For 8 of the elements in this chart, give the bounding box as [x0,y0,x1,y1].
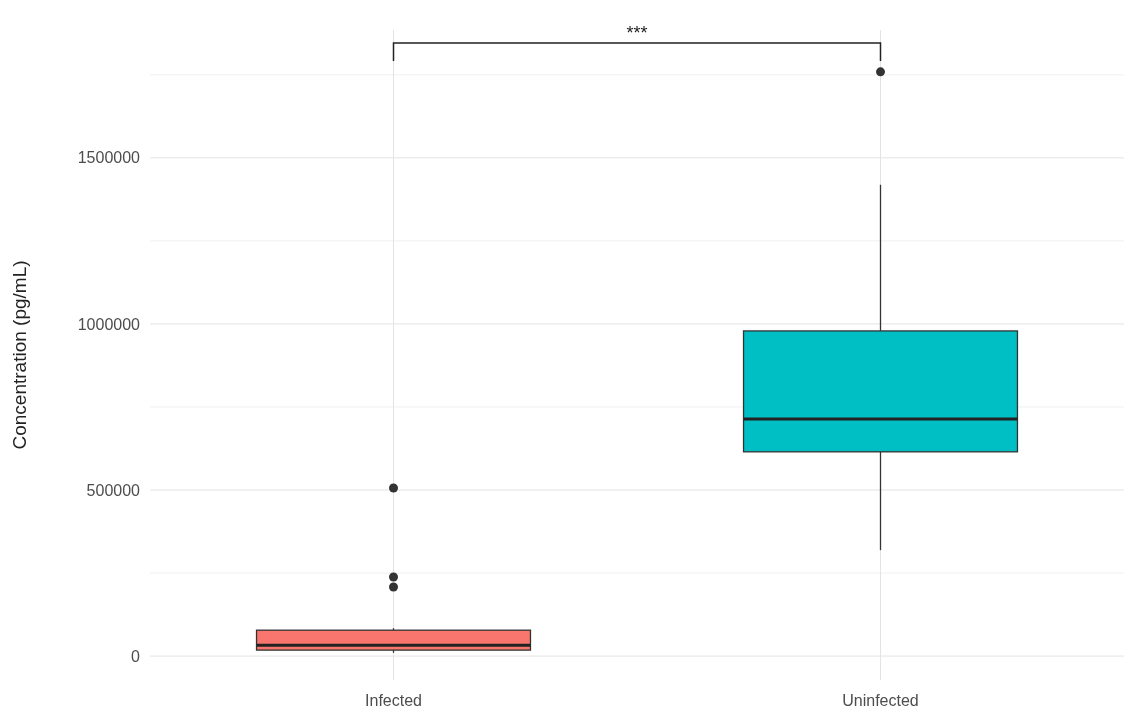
x-tick-label: Uninfected [842,692,919,709]
y-axis-title: Concentration (pg/mL) [9,260,30,450]
y-tick-label: 1000000 [77,315,141,333]
y-tick-label: 0 [131,647,141,665]
x-tick-label: Infected [365,692,422,709]
y-tick-label: 500000 [86,481,141,499]
annotation: *** [626,23,648,43]
y-tick-label: 1500000 [77,149,141,167]
